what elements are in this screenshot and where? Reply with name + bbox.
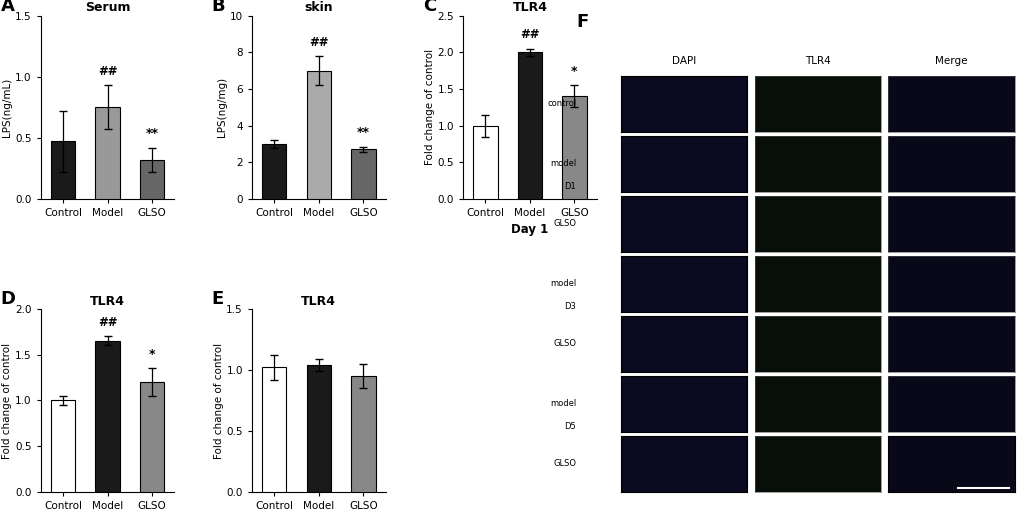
X-axis label: Day 1: Day 1	[511, 223, 548, 236]
Text: E: E	[212, 291, 224, 309]
Bar	[51, 141, 75, 199]
Y-axis label: Fold change of control: Fold change of control	[213, 342, 223, 458]
Bar	[96, 107, 120, 199]
Text: GLSO: GLSO	[552, 219, 576, 228]
Text: D: D	[1, 291, 15, 309]
Text: model: model	[549, 399, 576, 408]
Text: ##: ##	[309, 36, 328, 49]
Y-axis label: LPS(ng/mg): LPS(ng/mg)	[217, 77, 227, 137]
Bar	[262, 144, 286, 199]
X-axis label: Day 3: Day 3	[89, 516, 126, 518]
Text: F: F	[576, 13, 588, 31]
Text: ##: ##	[520, 28, 539, 41]
Y-axis label: Fold change of control: Fold change of control	[424, 49, 434, 165]
Text: *: *	[571, 65, 577, 78]
Text: ##: ##	[98, 65, 117, 78]
Bar	[307, 70, 331, 199]
Bar	[51, 400, 75, 492]
Bar	[473, 125, 497, 199]
Title: TLR4: TLR4	[512, 2, 547, 15]
Text: TLR4: TLR4	[804, 56, 829, 66]
Text: C: C	[423, 0, 436, 15]
X-axis label: Day 5: Day 5	[300, 516, 337, 518]
Text: GLSO: GLSO	[552, 459, 576, 468]
Title: skin: skin	[304, 2, 333, 15]
Title: TLR4: TLR4	[90, 295, 125, 308]
Text: D5: D5	[564, 422, 576, 431]
Text: model: model	[549, 279, 576, 289]
Bar	[351, 376, 375, 492]
Text: GLSO: GLSO	[552, 339, 576, 348]
Text: DAPI: DAPI	[671, 56, 695, 66]
Text: ##: ##	[98, 316, 117, 329]
Text: model: model	[549, 160, 576, 168]
Text: A: A	[1, 0, 14, 15]
Title: Serum: Serum	[85, 2, 130, 15]
Bar	[140, 160, 164, 199]
Text: *: *	[149, 348, 155, 361]
Y-axis label: Fold change of control: Fold change of control	[2, 342, 12, 458]
Text: **: **	[146, 127, 159, 140]
Y-axis label: LPS(ng/mL): LPS(ng/mL)	[2, 78, 12, 137]
Bar	[262, 367, 286, 492]
Bar	[96, 341, 120, 492]
Bar	[351, 149, 375, 199]
Text: **: **	[357, 126, 370, 139]
Text: control: control	[546, 99, 576, 108]
Bar	[307, 365, 331, 492]
Bar	[518, 52, 542, 199]
Bar	[561, 96, 586, 199]
Text: Merge: Merge	[934, 56, 967, 66]
Title: TLR4: TLR4	[301, 295, 336, 308]
Text: D3: D3	[564, 302, 576, 311]
Text: D1: D1	[564, 182, 576, 191]
Text: B: B	[212, 0, 225, 15]
Bar	[140, 382, 164, 492]
